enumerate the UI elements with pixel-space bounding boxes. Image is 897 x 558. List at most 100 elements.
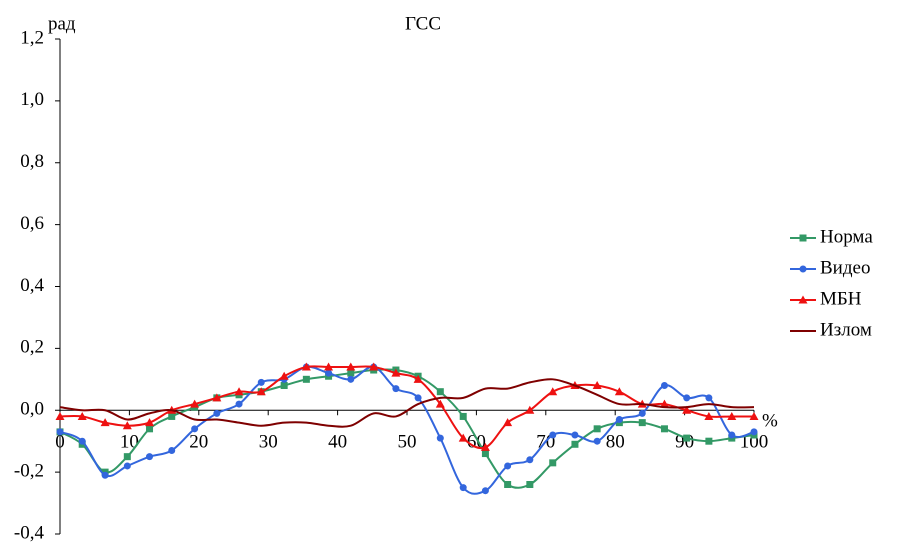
marker: [324, 362, 334, 371]
marker: [123, 462, 131, 470]
marker: [78, 437, 86, 445]
marker: [683, 394, 691, 402]
marker: [414, 394, 422, 402]
marker: [526, 456, 534, 464]
marker: [168, 446, 176, 454]
marker: [593, 425, 601, 433]
series-line: [59, 368, 755, 489]
y-tick-label: 0,0: [20, 399, 44, 420]
x-tick-label: 10: [120, 432, 139, 453]
y-tick-label: 0,8: [20, 151, 44, 172]
x-axis-label: %: [762, 410, 778, 431]
x-tick-label: 20: [189, 432, 208, 453]
marker: [280, 382, 288, 389]
marker: [325, 369, 333, 377]
marker: [145, 418, 155, 427]
marker: [525, 405, 535, 414]
marker: [799, 234, 807, 242]
marker: [727, 411, 737, 420]
marker: [100, 418, 110, 427]
marker: [458, 433, 468, 442]
marker: [798, 295, 808, 304]
marker: [392, 385, 400, 393]
legend-label: Норма: [820, 226, 873, 247]
marker: [549, 459, 557, 467]
marker: [346, 362, 356, 371]
marker: [234, 387, 244, 396]
marker: [749, 411, 759, 420]
series-line: [59, 378, 755, 428]
marker: [279, 371, 289, 380]
marker: [436, 388, 444, 396]
marker: [347, 375, 355, 383]
marker: [526, 481, 534, 488]
marker: [504, 481, 512, 488]
marker: [146, 425, 154, 433]
marker: [571, 431, 579, 439]
y-tick-label: -0,2: [14, 460, 44, 481]
marker: [503, 418, 513, 427]
marker: [101, 471, 109, 479]
marker: [571, 440, 579, 448]
marker: [369, 362, 379, 371]
marker: [191, 425, 199, 433]
marker: [459, 412, 467, 420]
x-tick-label: 30: [259, 432, 278, 453]
marker: [235, 400, 243, 408]
marker: [302, 375, 310, 383]
x-tick-label: 50: [398, 432, 417, 453]
series-line: [59, 365, 755, 495]
marker: [212, 393, 222, 402]
marker: [705, 394, 713, 402]
marker: [638, 419, 646, 427]
marker: [728, 431, 736, 439]
marker: [391, 368, 401, 377]
marker: [347, 369, 355, 377]
marker: [123, 453, 131, 461]
marker: [683, 434, 691, 442]
y-tick-label: 0,2: [20, 337, 44, 358]
marker: [593, 437, 601, 445]
marker: [682, 405, 692, 414]
marker: [659, 399, 669, 408]
y-tick-label: -0,4: [14, 522, 45, 543]
marker: [413, 374, 423, 383]
x-tick-label: 40: [328, 432, 347, 453]
marker: [256, 387, 266, 396]
marker: [122, 421, 132, 430]
marker: [799, 265, 807, 273]
marker: [257, 378, 265, 386]
chart-title: ГСС: [405, 13, 441, 34]
marker: [638, 409, 646, 417]
marker: [481, 487, 489, 495]
y-tick-label: 0,4: [20, 275, 44, 296]
marker: [615, 416, 623, 424]
y-tick-label: 0,6: [20, 213, 44, 234]
marker: [480, 442, 490, 451]
x-tick-label: 80: [606, 432, 625, 453]
marker: [459, 484, 467, 492]
marker: [435, 399, 445, 408]
marker: [213, 409, 221, 417]
y-tick-label: 1,2: [20, 27, 44, 48]
marker: [56, 428, 64, 436]
marker: [55, 411, 65, 420]
legend-label: Видео: [820, 257, 870, 278]
marker: [660, 382, 668, 389]
marker: [704, 411, 714, 420]
y-axis-label: рад: [48, 13, 76, 34]
marker: [77, 411, 87, 420]
marker: [592, 381, 602, 389]
marker: [750, 428, 758, 436]
marker: [549, 431, 557, 439]
marker: [481, 450, 489, 458]
marker: [548, 387, 558, 396]
marker: [146, 453, 154, 461]
marker: [301, 362, 311, 371]
marker: [436, 434, 444, 442]
marker: [614, 387, 624, 396]
legend-label: МБН: [820, 288, 862, 309]
marker: [705, 437, 713, 445]
y-tick-label: 1,0: [20, 89, 44, 110]
